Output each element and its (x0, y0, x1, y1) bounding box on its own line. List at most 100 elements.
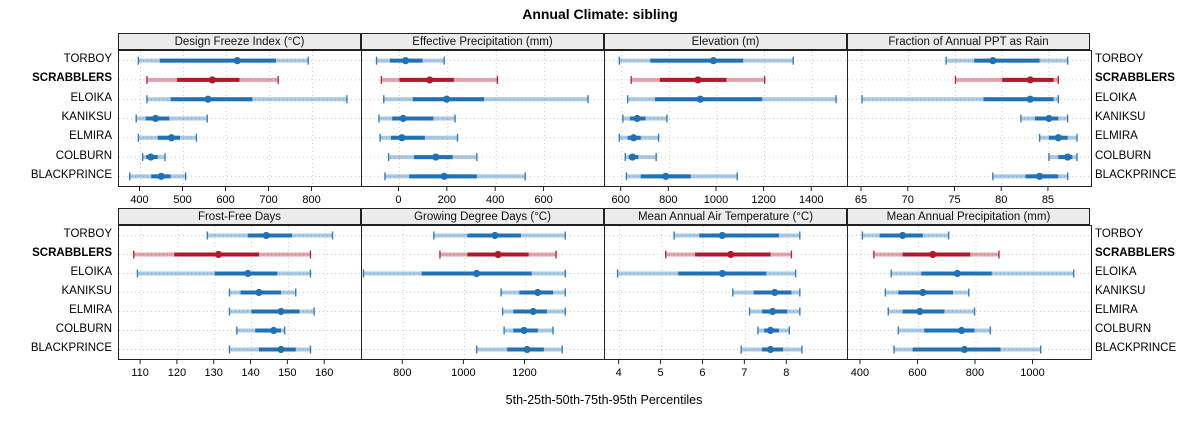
panel-strip-fraction-of-annual-ppt-as-rain: Fraction of Annual PPT as Rain (847, 33, 1090, 50)
percentile-row-scrabblers (133, 250, 312, 259)
median-dot (1026, 76, 1034, 84)
panel-plot-elevation-m (604, 50, 849, 187)
median-dot (628, 153, 636, 161)
median-dot (696, 95, 704, 103)
axis-tick-label: 600 (534, 194, 552, 206)
panel-strip-growing-degree-days-c: Growing Degree Days (°C) (361, 208, 604, 225)
axis-tick-label: 800 (302, 194, 320, 206)
panel-axis-elevation-m: 600 800 1000 1200 1400 (611, 186, 824, 206)
median-dot (399, 114, 407, 123)
axis-tick-label: 700 (259, 194, 277, 206)
axis-tick-label: 400 (851, 367, 869, 379)
percentile-row-elmira (1038, 133, 1078, 142)
percentile-row-eloika (136, 269, 312, 278)
row-label-right-blackprince: BLACKPRINCE (1095, 168, 1177, 181)
axis-tick-label: 600 (216, 194, 234, 206)
percentile-row-scrabblers (630, 75, 766, 84)
percentile-row-scrabblers (665, 250, 793, 259)
axis-tick-label: 70 (902, 194, 914, 206)
panel-strip-design-freeze-index-c: Design Freeze Index (°C) (118, 33, 361, 50)
axis-tick-label: 600 (908, 367, 926, 379)
row-label-right-colburn: COLBURN (1095, 149, 1152, 162)
row-label-left-colburn: COLBURN (55, 323, 112, 335)
panel-plot-mean-annual-precipitation-mm (847, 225, 1092, 360)
median-dot (1064, 153, 1072, 161)
percentile-row-eloika (890, 269, 1075, 278)
axis-tick-label: 110 (131, 367, 149, 379)
percentile-row-elmira (228, 307, 315, 316)
axis-tick-label: 65 (855, 194, 867, 206)
median-dot (167, 134, 176, 142)
percentile-row-colburn (503, 326, 554, 335)
axis-tick-label: 80 (995, 194, 1007, 206)
panel-plot-mean-annual-air-temperature-c (604, 225, 849, 360)
percentile-row-elmira (379, 133, 459, 142)
row-label-right-torboy: TORBOY (1095, 228, 1144, 240)
row-label-right-kaniksu: KANIKSU (1095, 111, 1146, 123)
axis-tick-label: 800 (659, 194, 677, 206)
median-dot (426, 76, 434, 84)
percentile-row-elmira (618, 133, 660, 142)
percentile-row-blackprince (893, 345, 1042, 354)
axis-tick-label: 400 (486, 194, 504, 206)
median-dot (529, 307, 537, 316)
row-label-right-elmira: ELMIRA (1095, 304, 1138, 316)
axis-tick-label: 150 (278, 367, 296, 379)
percentile-row-colburn (141, 153, 166, 162)
percentile-row-elmira (748, 307, 801, 316)
median-dot (208, 76, 216, 84)
axis-tick-label: 800 (393, 367, 411, 379)
median-dot (709, 57, 717, 65)
row-label-left-torboy: TORBOY (63, 228, 112, 240)
percentile-row-torboy (618, 56, 794, 65)
row-label-left-kaniksu: KANIKSU (61, 285, 113, 297)
axis-tick-label: 800 (966, 367, 984, 379)
percentile-row-eloika (861, 95, 1059, 104)
row-label-right-blackprince: BLACKPRINCE (1095, 342, 1177, 354)
axis-tick-label: 5 (657, 367, 663, 379)
axis-tick-label: 130 (205, 367, 223, 379)
axis-tick-label: 1000 (1020, 367, 1044, 379)
median-dot (494, 250, 502, 259)
percentile-row-elmira (887, 307, 976, 316)
median-dot (151, 114, 160, 123)
panel-strip-elevation-m: Elevation (m) (604, 33, 847, 50)
percentile-row-torboy (861, 231, 950, 240)
median-dot (534, 288, 542, 297)
percentile-row-blackprince (992, 172, 1069, 181)
median-dot (443, 95, 451, 103)
axis-tick-label: 500 (173, 194, 191, 206)
row-label-right-torboy: TORBOY (1095, 53, 1144, 66)
median-dot (398, 134, 406, 142)
percentile-row-torboy (673, 231, 801, 240)
median-dot (1035, 172, 1044, 180)
percentile-row-eloika (616, 269, 797, 278)
panel-plot-growing-degree-days-c (361, 225, 606, 360)
panel-axis-effective-precipitation-mm: 0 200 400 600 (395, 186, 553, 206)
percentile-row-kaniksu (378, 114, 456, 123)
median-dot (953, 269, 961, 278)
percentile-row-scrabblers (146, 75, 279, 84)
median-dot (270, 326, 278, 335)
median-dot (401, 57, 410, 65)
median-dot (916, 307, 924, 316)
median-dot (214, 250, 223, 259)
percentile-row-torboy (433, 231, 566, 240)
median-dot (262, 231, 270, 240)
row-label-left-eloika: ELOIKA (70, 266, 112, 278)
axis-tick-label: 0 (395, 194, 401, 206)
median-dot (929, 250, 937, 259)
median-dot (718, 269, 726, 278)
percentile-row-scrabblers (954, 75, 1059, 84)
median-dot (277, 345, 285, 354)
percentile-row-colburn (387, 153, 478, 162)
median-dot (989, 57, 997, 65)
percentile-row-torboy (206, 231, 334, 240)
percentile-row-eloika (362, 269, 566, 278)
median-dot (244, 269, 252, 278)
median-dot (277, 307, 285, 316)
percentile-row-scrabblers (380, 75, 499, 84)
median-dot (1045, 114, 1053, 123)
axis-tick-label: 4 (616, 367, 622, 379)
